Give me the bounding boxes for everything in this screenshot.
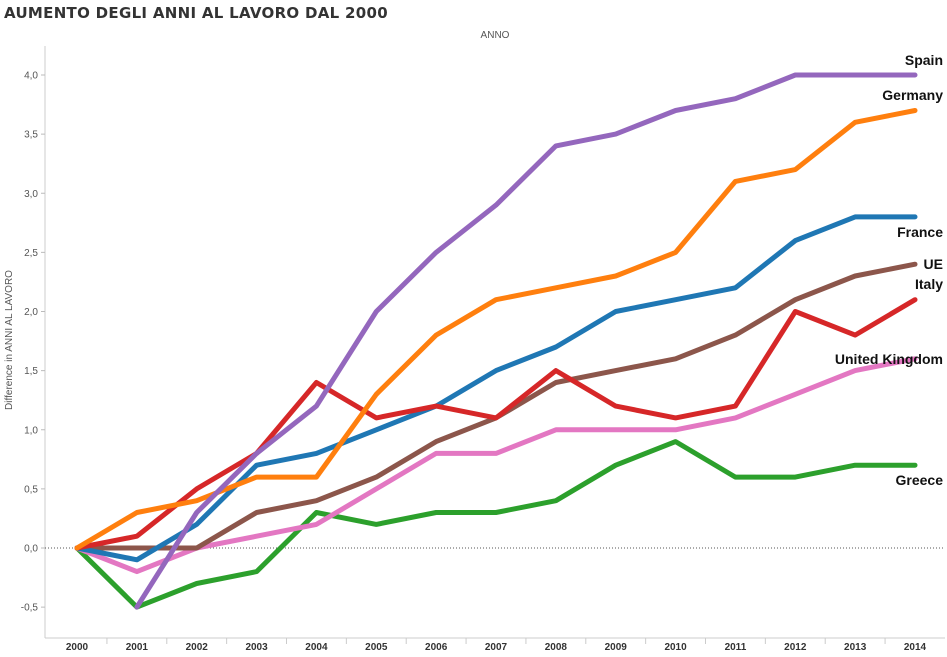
y-tick-label: 4,0 (24, 71, 38, 82)
y-ticks: 4,0 3,5 3,0 2,5 2,0 1,5 1,0 0,5 0,0 -0,5 (21, 71, 45, 614)
series-label-italy: Italy (915, 276, 943, 292)
y-tick-label: 0,5 (24, 484, 38, 495)
series-label-france: France (897, 224, 943, 240)
y-tick-label: 2,0 (24, 307, 38, 318)
x-tick-label: 2007 (485, 642, 508, 653)
series-label-united-kingdom: United Kingdom (835, 351, 943, 367)
y-axis-label: Difference in ANNI AL LAVORO (4, 270, 15, 410)
y-tick-label: 2,5 (24, 248, 38, 259)
x-tick-label: 2010 (664, 642, 687, 653)
x-tick-label: 2014 (904, 642, 927, 653)
x-tick-label: 2004 (305, 642, 328, 653)
x-tick-label: 2005 (365, 642, 388, 653)
series-line-germany (74, 108, 918, 551)
chart-title: AUMENTO DEGLI ANNI AL LAVORO DAL 2000 (4, 4, 388, 22)
x-tick-label: 2002 (186, 642, 209, 653)
series-line-united-kingdom (74, 356, 918, 575)
x-tick-label: 2003 (245, 642, 268, 653)
x-tick-label: 2011 (725, 642, 747, 653)
series-labels: Spain Germany France UE Italy United Kingdom G… (835, 52, 943, 488)
series-label-ue: UE (924, 256, 943, 272)
y-tick-label: 1,0 (24, 425, 38, 436)
series-line-france (74, 214, 918, 563)
series-label-germany: Germany (882, 87, 943, 103)
x-tick-label: 2000 (66, 642, 89, 653)
x-ticks: 2000 2001 2002 2003 2004 2005 2006 2007 2008 2009… (66, 638, 927, 653)
series-line-greece (74, 439, 918, 610)
series-line-italy (74, 297, 918, 551)
top-axis-label: ANNO (481, 30, 510, 41)
x-tick-label: 2009 (605, 642, 628, 653)
series-label-greece: Greece (896, 472, 944, 488)
x-tick-label: 2006 (425, 642, 448, 653)
series-label-spain: Spain (905, 52, 943, 68)
y-tick-label: 0,0 (24, 544, 38, 555)
x-tick-label: 2001 (126, 642, 149, 653)
x-tick-label: 2013 (844, 642, 867, 653)
y-tick-label: 3,5 (24, 130, 38, 141)
y-tick-label: 1,5 (24, 366, 38, 377)
x-tick-label: 2012 (784, 642, 807, 653)
x-tick-label: 2008 (545, 642, 568, 653)
series-lines (74, 72, 918, 610)
y-tick-label: 3,0 (24, 189, 38, 200)
series-line-spain (134, 72, 918, 610)
y-tick-label: -0,5 (21, 603, 39, 614)
